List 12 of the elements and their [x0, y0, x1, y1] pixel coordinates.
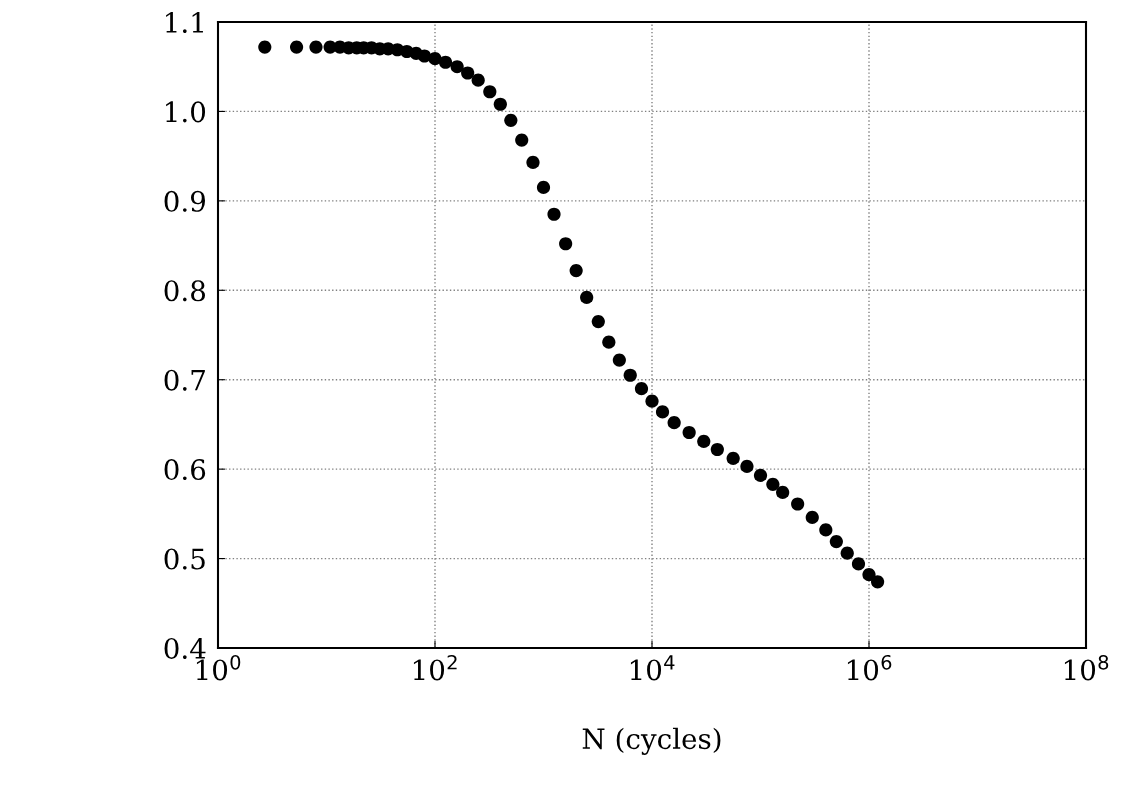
x-tick-label: 10$^{6}$ [847, 654, 892, 681]
x-axis-title: N (cycles) [582, 727, 721, 755]
y-tick-label: 1.0 [166, 101, 206, 123]
x-tick-label: 10$^{2}$ [413, 654, 457, 681]
y-tick-label: 0.9 [164, 190, 206, 212]
y-tick-label: 1.1 [166, 11, 203, 33]
y-tick-label: 0.8 [164, 280, 206, 302]
y-tick-label: 0.7 [164, 369, 205, 391]
x-tick-label: 10$^{8}$ [1064, 654, 1109, 681]
y-tick-label: 0.6 [164, 459, 206, 481]
x-tick-label: 10$^{4}$ [630, 655, 675, 681]
y-tick-label: 0.5 [164, 548, 205, 570]
